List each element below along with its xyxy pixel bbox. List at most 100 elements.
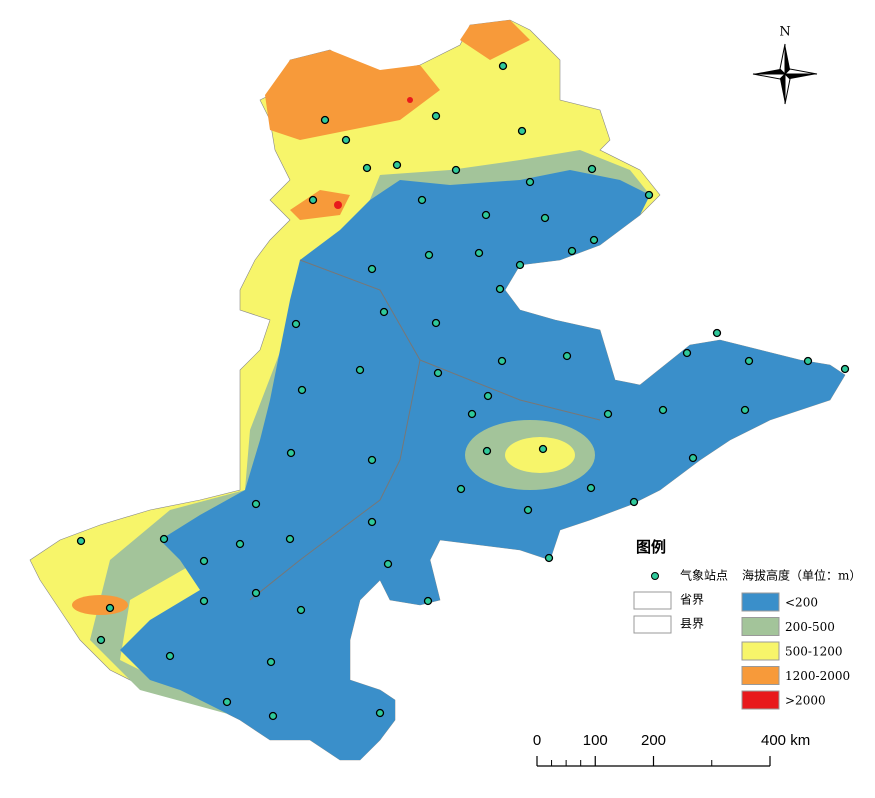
station	[235, 539, 245, 549]
station	[483, 391, 493, 401]
station	[96, 635, 106, 645]
arrow-n	[779, 43, 786, 76]
station	[417, 195, 427, 205]
station	[688, 453, 698, 463]
station	[291, 319, 301, 329]
station	[375, 708, 385, 718]
station	[367, 517, 377, 527]
arrow-s	[784, 72, 791, 105]
legend-swatch	[741, 690, 780, 710]
station	[251, 588, 261, 598]
legend-item: 县界	[680, 617, 704, 631]
station	[517, 126, 527, 136]
station	[367, 264, 377, 274]
station	[355, 365, 365, 375]
scale-label: 400 km	[761, 732, 810, 749]
station	[840, 364, 850, 374]
station	[515, 260, 525, 270]
legend-swatch	[633, 591, 672, 610]
legend-swatch	[741, 592, 780, 612]
station	[495, 284, 505, 294]
station	[803, 356, 813, 366]
station	[308, 195, 318, 205]
station	[658, 405, 668, 415]
station	[431, 111, 441, 121]
station	[362, 163, 372, 173]
province-border	[249, 259, 421, 601]
station	[392, 160, 402, 170]
station	[740, 405, 750, 415]
station	[712, 328, 722, 338]
arrow-e	[785, 74, 817, 79]
station	[481, 210, 491, 220]
station	[603, 409, 613, 419]
legend-label: 200-500	[785, 620, 835, 634]
peak	[334, 201, 342, 209]
station	[644, 190, 654, 200]
north-label: N	[779, 25, 790, 40]
station	[199, 596, 209, 606]
station	[320, 115, 330, 125]
scale-label: 200	[641, 732, 666, 749]
station	[383, 559, 393, 569]
station	[379, 307, 389, 317]
station	[297, 385, 307, 395]
station	[467, 409, 477, 419]
legend-label: 1200-2000	[785, 669, 850, 683]
station	[105, 603, 115, 613]
station	[199, 556, 209, 566]
legend-swatch	[741, 666, 780, 685]
station	[433, 368, 443, 378]
scale-label: 0	[533, 732, 541, 749]
north-arrow: N	[752, 25, 818, 105]
legend-station	[651, 572, 659, 580]
station	[587, 164, 597, 174]
region-mountain	[290, 190, 350, 220]
station	[296, 605, 306, 615]
station	[451, 165, 461, 175]
arrow-s	[780, 74, 785, 104]
station	[562, 351, 572, 361]
station	[165, 651, 175, 661]
station	[629, 497, 639, 507]
legend-elevation-title: 海拔高度（单位：m）	[742, 568, 861, 583]
legend-item: 省界	[680, 593, 704, 607]
station	[286, 448, 296, 458]
station	[525, 177, 535, 187]
station	[341, 135, 351, 145]
station	[423, 596, 433, 606]
station	[431, 318, 441, 328]
legend-swatch	[741, 641, 780, 661]
legend-label: 500-1200	[785, 645, 843, 659]
station	[744, 356, 754, 366]
station	[456, 484, 466, 494]
station	[586, 483, 596, 493]
station	[266, 657, 276, 667]
station	[682, 348, 692, 358]
arrow-e	[783, 68, 818, 75]
station	[222, 697, 232, 707]
station	[544, 553, 554, 563]
legend-item: 气象站点	[680, 568, 728, 583]
station	[251, 499, 261, 509]
legend-label: <200	[785, 596, 818, 610]
arrow-w	[753, 69, 785, 74]
legend-title: 图例	[636, 538, 666, 556]
region-mountain	[265, 50, 440, 140]
hills	[505, 437, 575, 473]
station	[523, 505, 533, 515]
station	[76, 536, 86, 546]
station	[268, 711, 278, 721]
elevation-legend: <200 200-500 500-1200 1200-2000 >2000	[741, 592, 850, 710]
legend-swatch	[633, 615, 672, 634]
station	[424, 250, 434, 260]
station	[497, 356, 507, 366]
station	[540, 213, 550, 223]
legend-swatch	[741, 617, 780, 636]
arrow-n	[785, 44, 790, 74]
station	[482, 446, 492, 456]
station	[367, 455, 377, 465]
station	[159, 534, 169, 544]
stations	[76, 61, 850, 721]
